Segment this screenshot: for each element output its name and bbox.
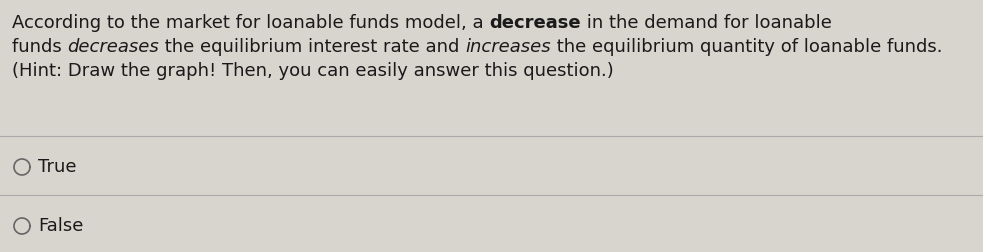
Text: True: True <box>38 158 77 176</box>
Text: the equilibrium interest rate and: the equilibrium interest rate and <box>159 38 465 56</box>
Text: According to the market for loanable funds model, a: According to the market for loanable fun… <box>12 14 490 32</box>
Text: False: False <box>38 217 84 235</box>
Text: decrease: decrease <box>490 14 581 32</box>
Text: (Hint: Draw the graph! Then, you can easily answer this question.): (Hint: Draw the graph! Then, you can eas… <box>12 62 613 80</box>
Text: decreases: decreases <box>68 38 159 56</box>
Text: increases: increases <box>465 38 551 56</box>
Text: the equilibrium quantity of loanable funds.: the equilibrium quantity of loanable fun… <box>551 38 943 56</box>
Text: in the demand for loanable: in the demand for loanable <box>581 14 832 32</box>
Text: funds: funds <box>12 38 68 56</box>
